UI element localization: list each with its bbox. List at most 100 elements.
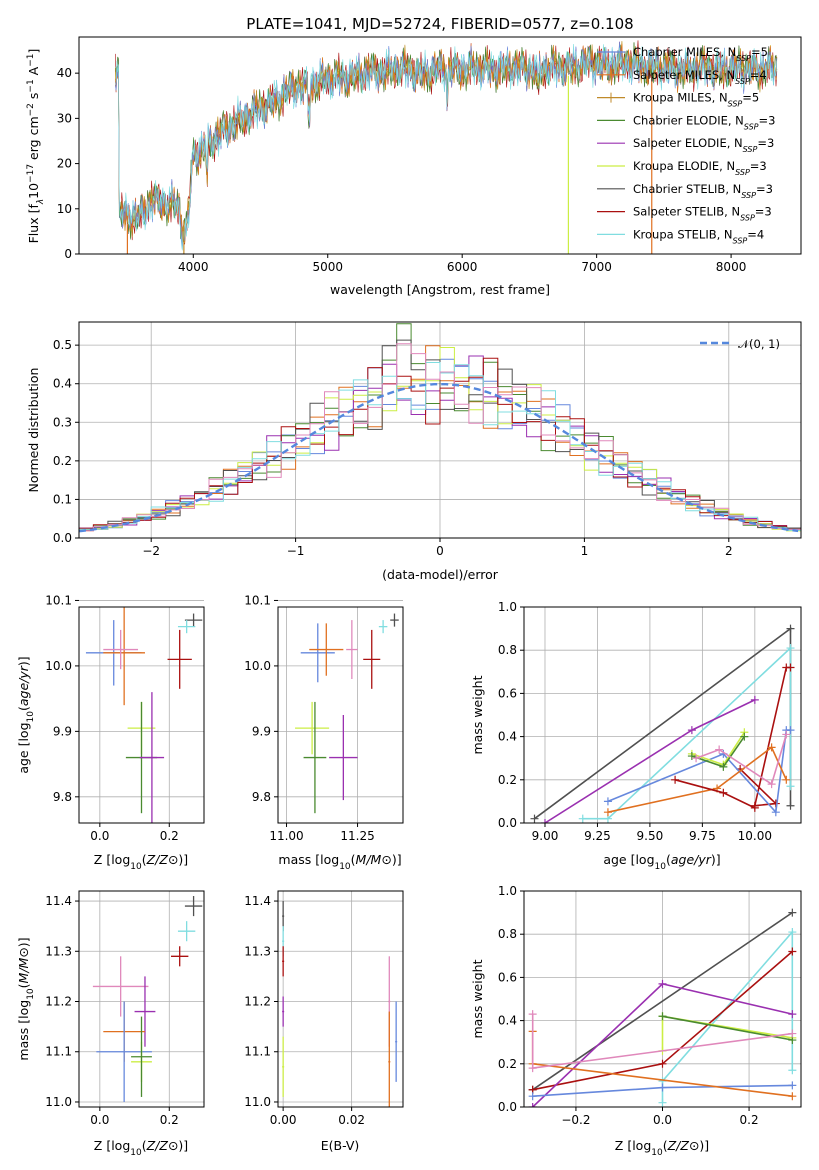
weight-series	[687, 732, 749, 771]
y-tick-label: 11.4	[45, 894, 72, 908]
x-tick-label: −0.2	[561, 1113, 590, 1127]
legend-entry: Kroupa ELODIE, NSSP=3	[633, 159, 767, 177]
weight-marker	[692, 754, 701, 763]
weight-marker	[658, 979, 667, 988]
errorbar-point	[167, 629, 192, 689]
errorbar-point	[92, 956, 149, 1017]
errorbar-point	[329, 715, 358, 801]
y-tick-label: 11.1	[244, 1045, 271, 1059]
y-axis-label: Flux [fλ10−17 erg cm−2 s−1 A−1]	[26, 49, 46, 244]
plot-area	[85, 607, 203, 823]
errorbar-point	[134, 976, 156, 1047]
weight-vs-age-panel: 9.00 9.25 9.50 9.75 10.00 0.0 0.2 0.4 0.6 0.8 1.0 a…	[470, 600, 802, 872]
weight-series	[540, 695, 759, 823]
errorbar-point	[131, 1016, 152, 1097]
errorbar-point	[103, 629, 139, 670]
y-tick-label: 0.8	[498, 927, 517, 941]
weight-marker	[788, 1010, 797, 1019]
weight-marker	[540, 819, 549, 823]
axes-frame	[78, 606, 205, 824]
y-axis-label: mass weight	[470, 675, 485, 754]
weight-line	[661, 929, 794, 1103]
weight-marker	[658, 1098, 667, 1107]
y-tick-label: 9.9	[53, 724, 72, 738]
y-tick-label: 11.4	[244, 894, 271, 908]
weight-marker	[750, 803, 759, 812]
weight-marker	[786, 726, 795, 735]
errorbar-point	[184, 896, 203, 917]
y-tick-label: 1.0	[498, 884, 517, 898]
errorbar-point	[388, 1011, 391, 1107]
y-tick-label: 0.0	[53, 531, 72, 545]
grid-lines	[79, 600, 204, 823]
y-tick-label: 9.9	[252, 724, 271, 738]
grid-lines	[524, 890, 801, 1108]
x-tick-label: 0.2	[160, 829, 179, 843]
weight-marker	[578, 814, 587, 823]
x-tick-label: 0.02	[338, 1113, 365, 1127]
plot-area	[79, 323, 801, 533]
legend-entry: 𝒩(0, 1)	[738, 337, 780, 351]
y-tick-label: 11.2	[45, 995, 72, 1009]
y-tick-label: 0.4	[498, 730, 517, 744]
y-tick-label: 10.1	[45, 593, 72, 607]
y-tick-label: 10.0	[45, 659, 72, 673]
weight-marker	[740, 732, 749, 741]
y-axis-label: mass weight	[470, 959, 485, 1038]
x-tick-label: 0.0	[653, 1113, 672, 1127]
errorbar-point	[282, 996, 285, 1027]
y-tick-label: 11.3	[45, 944, 72, 958]
y-tick-label: 11.1	[45, 1045, 72, 1059]
errorbar-point	[171, 946, 189, 967]
normal-curve	[79, 382, 799, 533]
weight-marker	[528, 1010, 537, 1019]
weight-marker	[658, 1059, 667, 1068]
axes-frame	[78, 890, 205, 1108]
x-axis-label: (data-model)/error	[382, 567, 499, 582]
axis-label: Z [log10(Z/Z⊙)]	[94, 1138, 188, 1158]
errorbar-point	[184, 613, 203, 627]
errorbar-point	[363, 629, 381, 689]
y-tick-label: 40	[57, 66, 72, 80]
x-tick-label: 9.25	[584, 829, 611, 843]
y-axis-label: Normed distribution	[26, 368, 41, 493]
y-tick-label: 0.6	[498, 686, 517, 700]
weight-marker	[786, 782, 795, 791]
y-tick-label: 11.2	[244, 995, 271, 1009]
x-tick-label: 8000	[716, 260, 747, 274]
age-vs-metallicity-panel: 0.0 0.2 9.8 9.9 10.0 10.1 Z [log10(Z/Z⊙)] age […	[16, 593, 205, 872]
axes-frame	[523, 606, 802, 824]
weight-marker	[603, 797, 612, 806]
legend-entry: Chabrier MILES, NSSP=5	[633, 45, 768, 63]
errorbar-point	[139, 692, 165, 823]
x-tick-label: 4000	[178, 260, 209, 274]
y-tick-label: 0.2	[498, 773, 517, 787]
weight-marker	[603, 808, 612, 817]
axes-frame	[277, 890, 404, 1108]
weight-marker	[671, 775, 680, 784]
weight-marker	[788, 947, 797, 956]
y-tick-label: 0.4	[498, 1014, 517, 1028]
age-vs-mass-panel: 11.00 11.25 9.8 9.9 10.0 10.1 mass [log10(M/M⊙…	[244, 593, 404, 872]
y-tick-label: 20	[57, 157, 72, 171]
weight-marker	[782, 730, 791, 739]
weight-series	[671, 775, 759, 812]
x-axis-label: wavelength [Angstrom, rest frame]	[330, 282, 550, 297]
errorbar-point	[177, 620, 196, 634]
weight-marker	[786, 644, 795, 653]
weight-marker	[788, 1066, 797, 1075]
x-tick-label: 0.0	[90, 829, 109, 843]
y-tick-label: 0.2	[498, 1057, 517, 1071]
weight-marker	[719, 788, 728, 797]
x-tick-label: 11.25	[340, 829, 374, 843]
weight-series	[578, 644, 795, 823]
y-tick-label: 0.2	[53, 454, 72, 468]
grid-lines	[278, 600, 403, 823]
weight-series	[528, 1081, 797, 1101]
x-tick-label: 0.00	[270, 1113, 297, 1127]
weight-line	[582, 646, 792, 820]
weight-line	[532, 911, 793, 1091]
weight-line	[607, 746, 788, 813]
weight-marker	[530, 814, 539, 823]
errorbar-point	[346, 620, 358, 679]
